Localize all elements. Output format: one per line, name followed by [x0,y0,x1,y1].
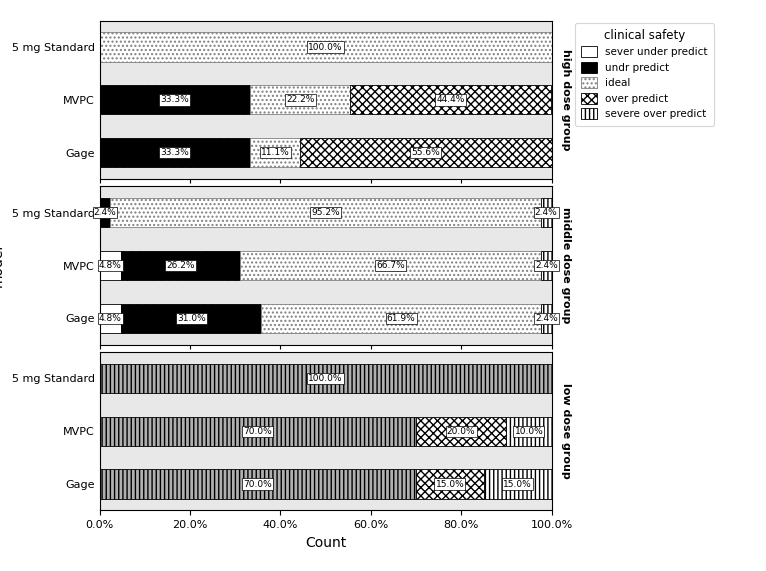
Text: 33.3%: 33.3% [160,95,189,104]
Text: 2.4%: 2.4% [535,314,558,323]
Text: 33.3%: 33.3% [160,148,189,158]
Text: 2.4%: 2.4% [535,261,558,270]
Text: 4.8%: 4.8% [99,261,122,270]
Bar [100,198,110,227]
Bar [121,304,261,333]
Text: 22.2%: 22.2% [286,95,314,104]
Text: low dose group: low dose group [561,383,571,479]
Text: 11.1%: 11.1% [260,148,290,158]
Text: high dose group: high dose group [561,49,571,151]
Text: 10.0%: 10.0% [515,427,543,436]
Bar [110,198,541,227]
Text: 15.0%: 15.0% [503,480,532,489]
Text: 20.0%: 20.0% [447,427,476,436]
Bar [100,304,121,333]
Bar [541,304,552,333]
Bar [484,469,552,498]
Bar [250,86,350,114]
Text: 95.2%: 95.2% [311,208,340,217]
Bar [121,251,240,280]
Text: 66.7%: 66.7% [376,261,404,270]
Bar [416,469,484,498]
X-axis label: Count: Count [305,536,346,550]
Text: 70.0%: 70.0% [244,480,272,489]
Bar [100,86,250,114]
Bar [300,138,552,167]
Bar [240,251,541,280]
Text: 44.4%: 44.4% [437,95,465,104]
Text: 26.2%: 26.2% [166,261,195,270]
Text: 70.0%: 70.0% [244,427,272,436]
Bar [100,138,250,167]
Bar [541,198,552,227]
Text: 100.0%: 100.0% [308,42,343,51]
Text: 55.6%: 55.6% [411,148,440,158]
Bar [350,86,551,114]
Bar [416,417,506,445]
Bar [506,417,552,445]
Text: middle dose group: middle dose group [561,207,571,324]
Y-axis label: model: model [0,244,5,287]
Text: 61.9%: 61.9% [387,314,416,323]
Bar [100,251,121,280]
Bar [100,417,416,445]
Text: 4.8%: 4.8% [99,314,122,323]
Legend: sever under predict, undr predict, ideal, over predict, severe over predict: sever under predict, undr predict, ideal… [574,23,714,126]
Bar [100,33,552,62]
Bar [100,364,552,393]
Bar [261,304,541,333]
Bar [250,138,300,167]
Text: 100.0%: 100.0% [308,373,343,383]
Text: 2.4%: 2.4% [535,208,558,217]
Text: 15.0%: 15.0% [435,480,464,489]
Bar [100,469,416,498]
Bar [541,251,552,280]
Text: 2.4%: 2.4% [93,208,116,217]
Text: 31.0%: 31.0% [177,314,206,323]
